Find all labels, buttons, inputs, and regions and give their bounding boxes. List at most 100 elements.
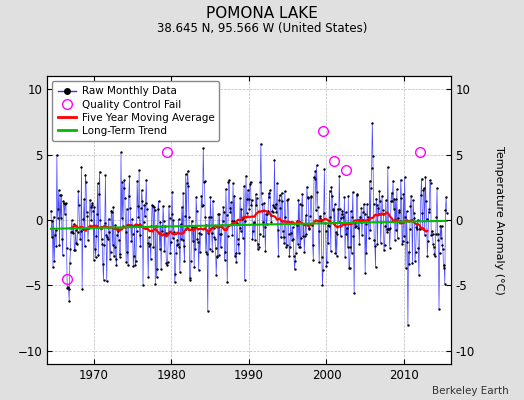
Point — [298, 202, 306, 208]
Point — [226, 205, 234, 211]
Point — [271, 201, 280, 208]
Point — [68, 229, 77, 236]
Point — [376, 198, 384, 205]
Point — [115, 237, 123, 244]
Point — [161, 222, 169, 229]
Point — [91, 246, 99, 252]
Point — [275, 197, 283, 203]
Point — [367, 184, 375, 191]
Point — [194, 267, 203, 274]
Point — [340, 194, 348, 200]
Point — [388, 189, 396, 196]
Point — [414, 272, 423, 278]
Point — [347, 250, 356, 256]
Point — [183, 180, 191, 186]
Point — [379, 210, 387, 217]
Point — [137, 204, 145, 211]
Point — [310, 174, 318, 180]
Point — [98, 240, 106, 247]
Point — [88, 201, 96, 208]
Point — [364, 217, 373, 224]
Point — [71, 246, 79, 253]
Point — [439, 264, 447, 271]
Point — [104, 215, 113, 222]
Point — [318, 254, 326, 260]
Point — [233, 236, 242, 242]
Point — [139, 282, 147, 288]
Point — [237, 206, 246, 212]
Point — [155, 230, 163, 236]
Point — [263, 211, 271, 217]
Point — [190, 264, 199, 270]
Point — [158, 228, 167, 234]
Point — [82, 179, 90, 186]
Point — [375, 188, 384, 194]
Point — [181, 213, 189, 219]
Point — [188, 218, 196, 224]
Point — [51, 226, 60, 233]
Point — [369, 201, 378, 207]
Text: POMONA LAKE: POMONA LAKE — [206, 6, 318, 21]
Point — [228, 232, 236, 238]
Point — [181, 171, 190, 177]
Point — [48, 234, 56, 240]
Point — [133, 228, 141, 234]
Point — [170, 279, 179, 285]
Point — [375, 210, 383, 217]
Point — [144, 240, 152, 246]
Point — [400, 174, 409, 180]
Point — [381, 197, 390, 204]
Point — [66, 260, 74, 267]
Point — [232, 250, 240, 256]
Point — [136, 232, 144, 238]
Point — [215, 251, 223, 258]
Point — [274, 253, 282, 259]
Point — [365, 235, 373, 242]
Point — [202, 222, 211, 229]
Point — [341, 254, 350, 260]
Point — [117, 215, 126, 221]
Point — [81, 171, 90, 178]
Point — [441, 207, 450, 213]
Point — [141, 213, 149, 220]
Point — [386, 225, 395, 231]
Point — [90, 204, 99, 210]
Point — [432, 231, 440, 238]
Point — [316, 215, 325, 221]
Point — [95, 191, 103, 197]
Point — [263, 221, 271, 227]
Point — [413, 226, 421, 232]
Point — [295, 244, 303, 250]
Point — [344, 193, 353, 199]
Point — [346, 243, 354, 250]
Point — [177, 236, 185, 242]
Point — [336, 206, 344, 212]
Point — [193, 236, 202, 242]
Point — [350, 233, 358, 240]
Point — [434, 236, 443, 243]
Point — [343, 225, 351, 231]
Point — [73, 229, 82, 235]
Point — [298, 191, 307, 198]
Point — [250, 220, 259, 226]
Point — [320, 210, 328, 216]
Point — [77, 164, 85, 170]
Point — [238, 216, 246, 222]
Point — [119, 185, 128, 191]
Point — [347, 208, 355, 214]
Point — [163, 259, 172, 265]
Point — [114, 226, 122, 232]
Point — [195, 229, 203, 236]
Point — [69, 229, 77, 236]
Point — [362, 220, 370, 227]
Point — [312, 207, 320, 214]
Point — [169, 217, 178, 223]
Point — [56, 192, 64, 198]
Point — [136, 242, 145, 249]
Point — [424, 238, 432, 244]
Point — [391, 196, 400, 202]
Point — [395, 208, 403, 215]
Point — [85, 225, 93, 231]
Point — [58, 236, 66, 242]
Point — [287, 219, 295, 226]
